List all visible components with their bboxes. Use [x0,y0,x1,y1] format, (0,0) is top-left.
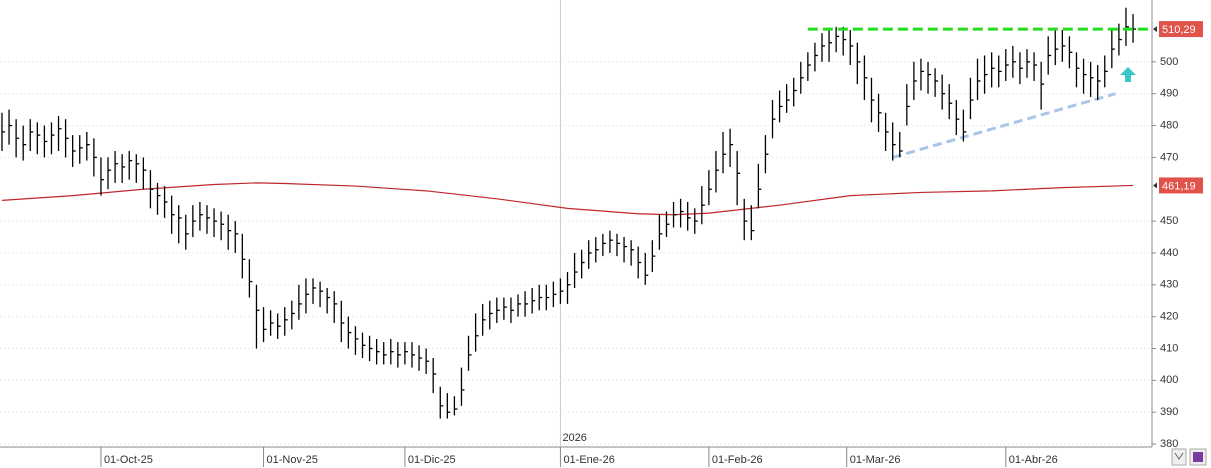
y-tick-label: 440 [1160,247,1178,259]
x-tick-label: 01-Dic-25 [408,454,456,466]
up-arrow [1120,67,1136,82]
scroll-buttons[interactable] [1171,448,1207,466]
y-tick-label: 410 [1160,342,1178,354]
icon [1174,452,1184,460]
price-label-box [1159,177,1203,194]
y-tick-label: 400 [1160,374,1178,386]
price-pointer [1153,26,1157,33]
x-tick-label: 01-Abr-26 [1009,454,1058,466]
trendline [892,92,1116,159]
icon [1193,452,1203,462]
y-tick-label: 480 [1160,119,1178,131]
y-tick-label: 430 [1160,279,1178,291]
x-tick-label: 01-Nov-25 [267,454,318,466]
x-tick-label: 01-Ene-26 [563,454,614,466]
price-label: 510,29 [1162,24,1196,36]
price-label-box [1159,21,1203,38]
x-tick-label: 01-Oct-25 [104,454,153,466]
y-tick-label: 470 [1160,151,1178,163]
y-tick-label: 490 [1160,88,1178,100]
y-tick-label: 420 [1160,311,1178,323]
x-tick-label: 01-Feb-26 [712,454,763,466]
y-tick-label: 390 [1160,406,1178,418]
x-tick-label: 01-Mar-26 [850,454,901,466]
moving-average [1,182,1134,216]
price-pointer [1153,182,1157,189]
year-label: 2026 [562,432,586,444]
y-tick-label: 500 [1160,56,1178,68]
y-tick-label: 380 [1160,438,1178,450]
y-tick-label: 450 [1160,215,1178,227]
scroll-button[interactable] [1171,448,1187,466]
price-label: 461,19 [1162,180,1196,192]
